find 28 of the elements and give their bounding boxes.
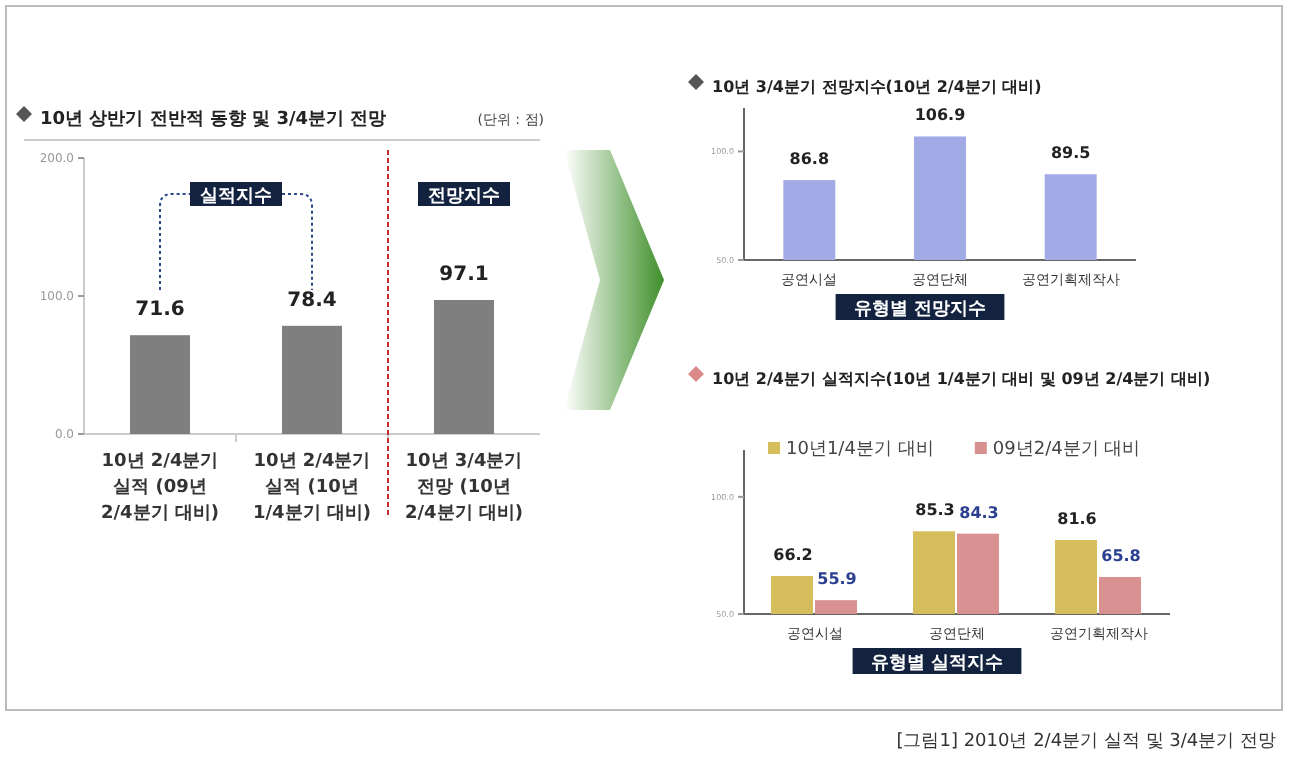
- x-axis-title: 유형별 실적지수: [870, 654, 1004, 674]
- text: [그림1] 2010년 2/4분기 실적 및 3/4분기 전망: [896, 732, 1276, 752]
- annotation: 실적지수: [200, 187, 272, 207]
- legend-label: 10년1/4분기 대비: [786, 440, 934, 460]
- annotation: 전망지수: [428, 187, 500, 207]
- data-label: 78.4: [287, 289, 337, 312]
- data-label: 81.6: [1057, 509, 1098, 528]
- x-tick-label: 10년 2/4분기 실적 (09년 2/4분기 대비): [100, 452, 220, 524]
- data-label: 55.9: [817, 570, 858, 589]
- chart-title: 10년 상반기 전반적 동향 및 3/4분기 전망: [40, 110, 387, 130]
- x-tick-label: 10년 3/4분기 전망 (10년 2/4분기 대비): [404, 452, 524, 524]
- data-label: 89.5: [1050, 144, 1092, 163]
- data-label: 65.8: [1101, 546, 1142, 565]
- bar: [434, 300, 494, 434]
- data-label: 85.3: [915, 501, 955, 520]
- x-axis-title: 유형별 전망지수: [853, 300, 987, 320]
- x-tick-label: 10년 2/4분기 실적 (10년 1/4분기 대비): [252, 452, 372, 524]
- data-label: 106.9: [914, 106, 967, 125]
- data-label: 71.6: [135, 299, 185, 322]
- data-label: 97.1: [439, 264, 489, 286]
- data-label: 66.2: [773, 546, 813, 565]
- bar: [282, 325, 342, 434]
- data-label: 84.3: [959, 503, 999, 522]
- bar: [130, 335, 190, 434]
- chart-title: 10년 3/4분기 전망지수(10년 2/4분기 대비): [712, 78, 1042, 96]
- chart-title: 10년 2/4분기 실적지수(10년 1/4분기 대비 및 09년 2/4분기 대비): [712, 370, 1211, 388]
- data-label: 86.8: [789, 150, 830, 169]
- legend-label: 09년2/4분기 대비: [992, 440, 1141, 460]
